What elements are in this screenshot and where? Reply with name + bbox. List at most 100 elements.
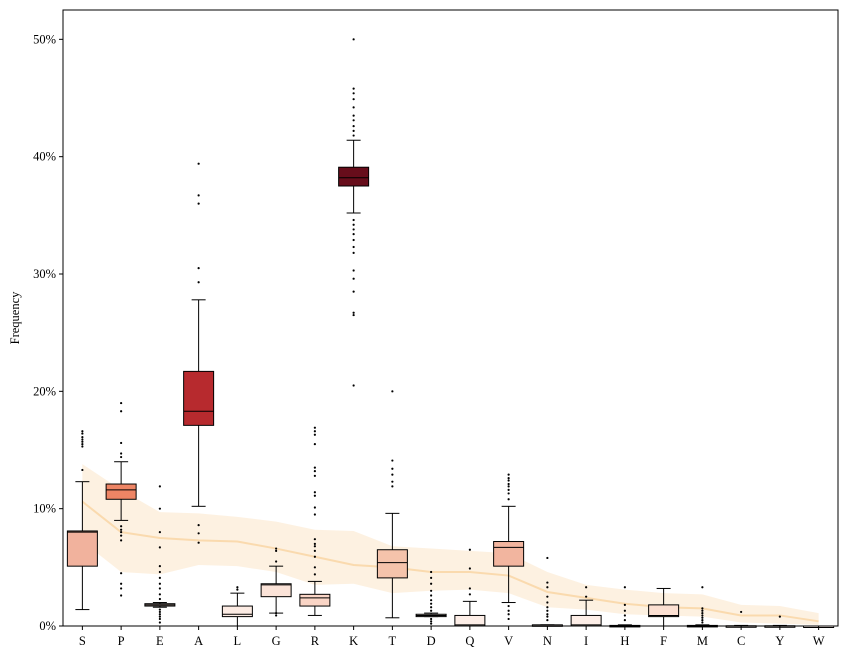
outlier-point xyxy=(352,125,355,128)
outlier-point xyxy=(468,567,471,570)
outlier-point xyxy=(120,401,123,405)
outlier-point xyxy=(546,615,549,618)
outlier-point xyxy=(313,470,316,473)
outlier-point xyxy=(313,433,316,436)
outlier-point xyxy=(778,615,781,618)
outlier-point xyxy=(120,410,123,413)
outlier-point xyxy=(158,615,161,618)
outlier-point xyxy=(468,587,471,590)
outlier-point xyxy=(701,607,704,610)
outlier-point xyxy=(197,532,200,535)
outlier-point xyxy=(546,556,549,560)
reference-band-mean-line xyxy=(81,500,819,623)
outlier-point xyxy=(430,622,433,625)
outlier-point xyxy=(430,589,433,592)
box-K xyxy=(338,38,370,387)
outlier-point xyxy=(352,106,355,109)
box-body xyxy=(183,370,215,426)
box-R xyxy=(299,426,331,616)
outlier-point xyxy=(352,238,355,242)
outlier-point xyxy=(430,617,433,621)
box-body xyxy=(648,604,680,618)
x-tick-label: L xyxy=(234,634,242,648)
x-tick-label: H xyxy=(620,634,629,648)
outlier-point xyxy=(158,613,161,616)
outlier-point xyxy=(585,595,588,598)
outlier-point xyxy=(430,609,433,612)
outlier-point xyxy=(158,617,161,621)
x-tick-label: V xyxy=(504,634,513,648)
outlier-point xyxy=(352,245,355,249)
outlier-point xyxy=(507,613,510,616)
box-body xyxy=(260,583,292,598)
outlier-point xyxy=(313,494,316,497)
outlier-point xyxy=(430,576,433,579)
outlier-point xyxy=(120,531,123,534)
outlier-point xyxy=(158,531,161,534)
outlier-point xyxy=(158,610,161,614)
y-tick-label: 10% xyxy=(33,502,56,516)
outlier-point xyxy=(546,619,549,622)
outlier-point xyxy=(352,233,355,236)
outlier-point xyxy=(158,621,161,624)
outlier-point xyxy=(468,593,471,596)
y-tick-label: 0% xyxy=(39,619,56,633)
outlier-point xyxy=(158,570,161,574)
outlier-point xyxy=(158,608,161,611)
outlier-point xyxy=(507,604,510,608)
outlier-point xyxy=(197,194,200,197)
outlier-point xyxy=(701,616,704,619)
outlier-point xyxy=(352,277,355,280)
x-tick-label: F xyxy=(660,634,667,648)
x-tick-label: E xyxy=(156,634,164,648)
outlier-point xyxy=(507,492,510,495)
box-G xyxy=(260,547,292,617)
outlier-point xyxy=(352,218,355,222)
outlier-point xyxy=(430,594,433,597)
outlier-point xyxy=(197,202,200,205)
outlier-point xyxy=(158,565,161,568)
outlier-point xyxy=(430,606,433,609)
outlier-point xyxy=(120,539,123,542)
outlier-point xyxy=(623,619,626,622)
outlier-point xyxy=(352,228,355,231)
reference-band-layer xyxy=(81,464,819,625)
outlier-point xyxy=(236,586,239,589)
axis-layer: 0% 10% 20% 30% 40% 50% S P E A L G R K T D Q V N I H F M C Y W xyxy=(33,9,839,648)
outlier-point xyxy=(430,582,433,585)
outlier-point xyxy=(740,610,743,614)
outlier-point xyxy=(430,570,433,574)
outlier-point xyxy=(430,602,433,605)
box-D xyxy=(415,570,447,625)
box-A xyxy=(183,162,215,544)
outlier-point xyxy=(468,548,471,551)
x-tick-label: I xyxy=(584,634,588,648)
outlier-point xyxy=(197,523,200,527)
x-tick-label: W xyxy=(813,634,825,648)
outlier-point xyxy=(352,87,355,90)
outlier-point xyxy=(507,477,510,480)
outlier-point xyxy=(313,506,316,509)
box-V xyxy=(493,473,525,621)
outlier-point xyxy=(313,542,316,545)
outlier-point xyxy=(313,555,316,558)
outlier-point xyxy=(701,614,704,617)
outlier-point xyxy=(391,473,394,476)
outlier-point xyxy=(701,621,704,624)
outlier-point xyxy=(81,445,84,448)
outlier-point xyxy=(313,513,316,516)
outlier-point xyxy=(275,611,278,615)
outlier-point xyxy=(507,473,510,476)
outlier-point xyxy=(391,459,394,462)
outlier-point xyxy=(430,599,433,602)
outlier-point xyxy=(352,311,355,314)
outlier-point xyxy=(352,223,355,226)
box-body xyxy=(66,530,98,567)
outlier-point xyxy=(352,134,355,137)
outlier-point xyxy=(313,545,316,548)
outlier-point xyxy=(352,269,355,272)
outlier-point xyxy=(81,468,84,472)
box-P xyxy=(105,401,137,597)
outlier-point xyxy=(701,609,704,612)
outlier-point xyxy=(352,313,355,317)
